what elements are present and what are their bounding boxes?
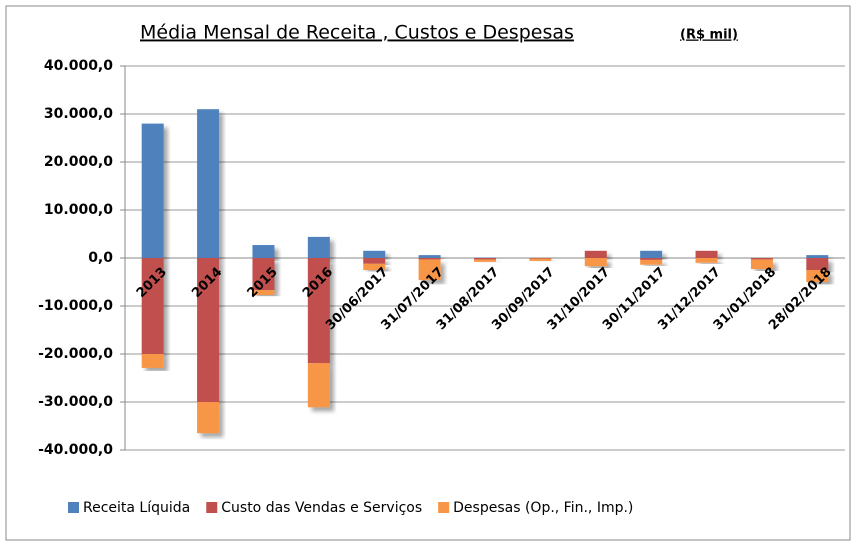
bar bbox=[806, 270, 829, 282]
bar bbox=[750, 259, 773, 270]
bar bbox=[529, 258, 552, 261]
bar bbox=[695, 250, 718, 258]
legend-label: Receita Líquida bbox=[83, 500, 190, 516]
bar bbox=[307, 236, 330, 258]
bar bbox=[418, 255, 441, 258]
chart-subtitle: (R$ mil) bbox=[680, 28, 738, 43]
bar bbox=[141, 123, 164, 258]
bar bbox=[474, 259, 496, 262]
bar bbox=[474, 258, 496, 260]
y-tick-label: -30.000,0 bbox=[38, 394, 113, 410]
bar bbox=[640, 250, 663, 258]
legend-swatch bbox=[68, 502, 79, 513]
bar bbox=[418, 258, 441, 260]
bar bbox=[584, 250, 607, 258]
legend-swatch bbox=[438, 502, 450, 513]
bar bbox=[363, 258, 386, 264]
bar bbox=[584, 258, 607, 267]
bar bbox=[363, 250, 386, 258]
y-tick-label: 30.000,0 bbox=[44, 106, 113, 122]
y-tick-label: 40.000,0 bbox=[44, 58, 113, 74]
bar bbox=[640, 258, 663, 260]
bar bbox=[197, 402, 220, 434]
bar bbox=[141, 354, 164, 368]
bar bbox=[141, 258, 164, 354]
bar bbox=[307, 363, 330, 408]
bar bbox=[197, 258, 220, 402]
bar bbox=[307, 258, 330, 364]
y-tick-label: -40.000,0 bbox=[38, 442, 113, 458]
y-tick-label: -20.000,0 bbox=[38, 346, 113, 362]
bar bbox=[695, 258, 718, 263]
bar bbox=[418, 259, 441, 281]
bar bbox=[252, 245, 275, 258]
bar bbox=[640, 259, 663, 265]
bar bbox=[363, 263, 386, 270]
legend-label: Custo das Vendas e Serviços bbox=[221, 500, 422, 516]
bar bbox=[197, 109, 220, 258]
y-tick-label: 0,0 bbox=[88, 250, 113, 266]
bar bbox=[252, 290, 275, 295]
legend-swatch bbox=[206, 502, 218, 513]
y-tick-label: 10.000,0 bbox=[44, 202, 113, 218]
bar bbox=[806, 258, 829, 270]
bar bbox=[806, 255, 829, 258]
legend-label: Despesas (Op., Fin., Imp.) bbox=[453, 500, 633, 516]
bar bbox=[252, 258, 275, 291]
bar bbox=[750, 258, 773, 260]
y-tick-label: -10.000,0 bbox=[38, 298, 113, 314]
chart-title: Média Mensal de Receita , Custos e Despe… bbox=[140, 22, 574, 44]
y-tick-label: 20.000,0 bbox=[44, 154, 113, 170]
